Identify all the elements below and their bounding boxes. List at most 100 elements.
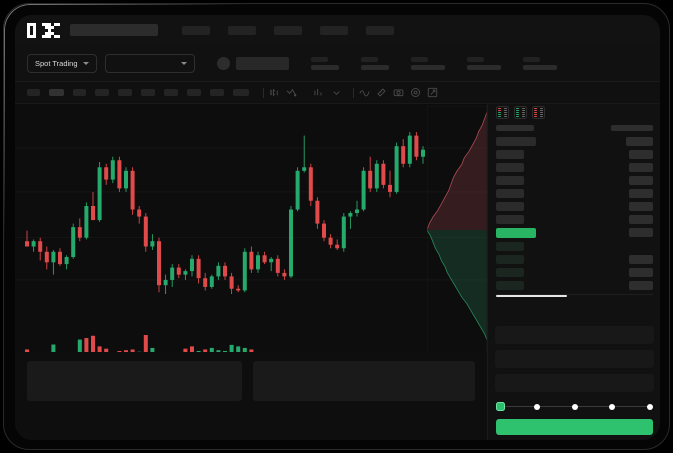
- camera-icon[interactable]: [393, 87, 404, 98]
- timeframe-group: [27, 89, 258, 96]
- okx-logo[interactable]: [27, 22, 60, 38]
- stat-24h-high-label: [360, 56, 378, 62]
- orderbook-ask-amount: [629, 163, 653, 172]
- search-input[interactable]: [70, 24, 158, 36]
- orderbook-ask-row[interactable]: [496, 176, 524, 185]
- orderbook-ask-amount: [629, 202, 653, 211]
- timeframe-1[interactable]: [27, 89, 40, 96]
- orderbook-ask-row[interactable]: [496, 189, 524, 198]
- tablet-screen: Spot Trading: [15, 15, 660, 440]
- orderbook-ask-row[interactable]: [496, 163, 524, 172]
- chart-panel[interactable]: [15, 104, 487, 392]
- candlestick-chart[interactable]: [15, 104, 487, 302]
- slider-stop-75[interactable]: [609, 403, 616, 410]
- avatar: [216, 56, 230, 70]
- order-amount-field[interactable]: [495, 350, 654, 368]
- chart-toolbar: x: [15, 82, 660, 104]
- orderbook-ask-row[interactable]: [496, 150, 524, 159]
- stat-24h-volume: [466, 56, 501, 70]
- percent-slider[interactable]: [496, 402, 653, 411]
- tablet-device-frame: Spot Trading: [3, 3, 670, 450]
- tab-buy[interactable]: [488, 295, 575, 324]
- orderbook-bid-row[interactable]: [496, 242, 524, 251]
- orderbook-last-price-row[interactable]: [496, 228, 536, 238]
- timeframe-7[interactable]: [164, 89, 178, 96]
- lower-content-blocks: [15, 352, 487, 440]
- timeframe-10[interactable]: [233, 89, 249, 96]
- chevron-down-icon: [82, 61, 89, 65]
- nav-item-1[interactable]: [182, 25, 210, 35]
- nav-item-5[interactable]: [366, 25, 394, 35]
- orderbook-view-asks[interactable]: [532, 106, 545, 119]
- slider-stop-100[interactable]: [647, 403, 653, 410]
- ruler-icon[interactable]: [376, 87, 387, 98]
- orderbook-bid-row[interactable]: [496, 268, 524, 277]
- submit-order-button[interactable]: [496, 419, 653, 435]
- orderbook-bid-amount: [629, 281, 653, 290]
- fullscreen-icon[interactable]: [427, 87, 438, 98]
- timeframe-4[interactable]: [95, 89, 109, 96]
- pair-select[interactable]: [104, 53, 195, 73]
- orderbook-column-price: [496, 125, 534, 131]
- line-chart-icon[interactable]: [286, 87, 297, 98]
- orderbook-ask-row[interactable]: [496, 202, 524, 211]
- last-price-value: [235, 56, 289, 70]
- chevron-down-icon[interactable]: [331, 87, 342, 98]
- panel-divider: [496, 294, 653, 295]
- order-side-tabs: [488, 295, 661, 324]
- order-price-field[interactable]: [495, 326, 654, 344]
- tab-sell[interactable]: [575, 298, 661, 324]
- orderbook-bid-row[interactable]: [496, 281, 524, 290]
- header-nav: [182, 25, 412, 35]
- orderbook-both-icon: [498, 107, 501, 118]
- stat-24h-change-label: [310, 56, 328, 62]
- wave-icon[interactable]: [359, 87, 370, 98]
- timeframe-8[interactable]: [187, 89, 201, 96]
- orderbook-view-bids[interactable]: [514, 106, 527, 119]
- trade-panel: [487, 104, 660, 440]
- ticker-bar: Spot Trading: [15, 45, 660, 82]
- timeframe-5[interactable]: [118, 89, 132, 96]
- orderbook-ask-amount: [629, 150, 653, 159]
- settings-icon[interactable]: [410, 87, 421, 98]
- stat-24h-turnover: [522, 56, 557, 70]
- order-total-field[interactable]: [495, 374, 654, 392]
- timeframe-6[interactable]: [141, 89, 155, 96]
- slider-stop-25[interactable]: [533, 403, 540, 410]
- orderbook-ask-row[interactable]: [496, 137, 536, 146]
- orderbook-ask-row[interactable]: [496, 215, 524, 224]
- orderbook-icon-rows: [503, 107, 507, 118]
- depth-chart-overlay: [427, 106, 487, 354]
- slider-stop-50[interactable]: [571, 403, 578, 410]
- svg-text:x: x: [320, 91, 323, 97]
- nav-item-4[interactable]: [320, 25, 348, 35]
- stat-24h-turnover-value: [522, 64, 557, 70]
- candlestick-icon[interactable]: [269, 87, 280, 98]
- stat-24h-volume-label: [466, 56, 484, 62]
- orderbook[interactable]: [488, 125, 660, 291]
- orderbook-view-both[interactable]: [496, 106, 509, 119]
- stat-24h-high-value: [360, 64, 389, 70]
- lower-card-left[interactable]: [27, 361, 242, 401]
- timeframe-3[interactable]: [73, 89, 86, 96]
- nav-item-3[interactable]: [274, 25, 302, 35]
- timeframe-9[interactable]: [210, 89, 224, 96]
- lower-card-right[interactable]: [253, 361, 475, 401]
- orderbook-ask-amount: [629, 176, 653, 185]
- nav-item-2[interactable]: [228, 25, 256, 35]
- orderbook-bid-row[interactable]: [496, 255, 524, 264]
- timeframe-2[interactable]: [49, 89, 64, 96]
- market-type-select[interactable]: Spot Trading: [27, 53, 97, 73]
- stat-24h-volume-value: [466, 64, 501, 70]
- order-form: [488, 326, 660, 435]
- toolbar-divider: [263, 87, 264, 98]
- indicators-icon[interactable]: x: [314, 87, 325, 98]
- orderbook-ask-amount: [629, 189, 653, 198]
- stat-24h-change: [310, 56, 339, 70]
- market-type-label: Spot Trading: [35, 58, 78, 68]
- ticker-stats: [289, 56, 557, 70]
- stat-24h-low-label: [410, 56, 428, 62]
- orderbook-last-price-amount: [629, 228, 653, 237]
- slider-handle[interactable]: [496, 402, 505, 411]
- stat-24h-low: [410, 56, 445, 70]
